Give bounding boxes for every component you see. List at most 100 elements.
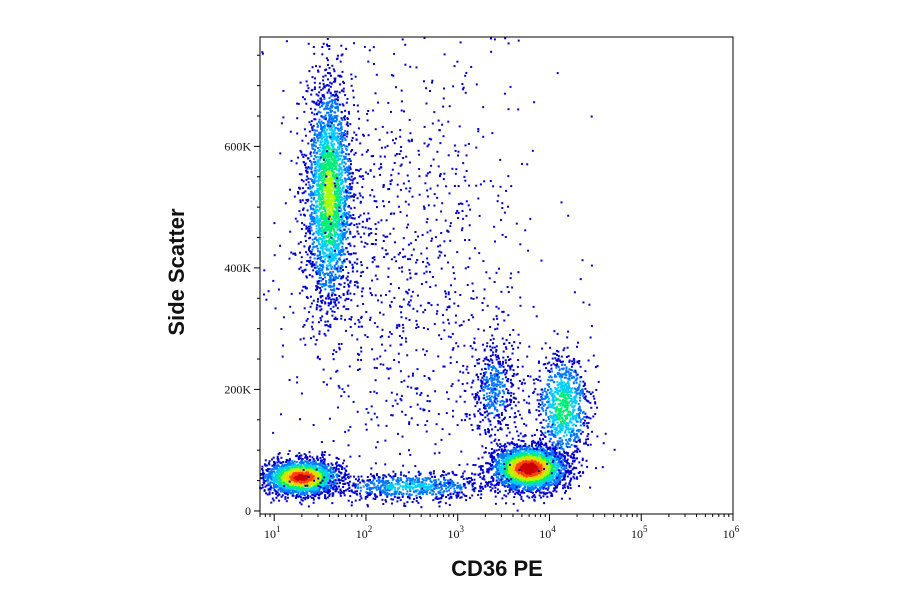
event-dot xyxy=(268,471,271,474)
event-dot xyxy=(349,166,352,169)
event-dot xyxy=(328,281,331,284)
event-dot xyxy=(310,325,313,328)
event-dot xyxy=(273,472,276,475)
event-dot xyxy=(319,480,322,482)
event-dot xyxy=(307,198,310,201)
event-dot xyxy=(334,482,337,485)
event-dot xyxy=(329,193,332,196)
event-dot xyxy=(299,493,302,496)
event-dot xyxy=(333,485,336,488)
event-dot xyxy=(309,205,312,208)
event-dot xyxy=(324,178,326,180)
event-dot xyxy=(322,154,325,157)
event-dot xyxy=(324,248,327,251)
event-dot xyxy=(330,195,333,197)
event-dot xyxy=(327,329,330,332)
event-dot xyxy=(340,166,343,169)
event-dot xyxy=(317,272,320,275)
event-dot xyxy=(333,197,336,200)
event-dot xyxy=(317,188,320,191)
event-dot xyxy=(352,214,355,216)
event-dot xyxy=(317,103,320,106)
event-dot xyxy=(318,200,321,203)
event-dot xyxy=(310,220,313,223)
event-dot xyxy=(317,280,320,283)
event-dot xyxy=(358,175,361,178)
event-dot xyxy=(327,63,329,66)
event-dot xyxy=(322,224,325,227)
event-dot xyxy=(337,146,339,149)
event-dot xyxy=(318,250,321,253)
event-dot xyxy=(302,271,305,274)
event-dot xyxy=(290,159,293,162)
event-dot xyxy=(352,236,355,239)
event-dot xyxy=(326,383,328,386)
event-dot xyxy=(342,482,345,485)
event-dot xyxy=(341,242,344,245)
event-dot xyxy=(324,157,327,160)
event-dot xyxy=(306,209,309,212)
event-dot xyxy=(297,493,300,496)
event-dot xyxy=(323,458,326,461)
event-dot xyxy=(328,132,331,135)
event-dot xyxy=(321,474,324,477)
event-dot xyxy=(326,487,329,490)
event-dot xyxy=(331,213,334,216)
event-dot xyxy=(321,243,324,245)
event-dot xyxy=(325,272,328,275)
event-dot xyxy=(332,180,335,183)
event-dot xyxy=(318,217,321,220)
event-dot xyxy=(314,481,317,484)
event-dot xyxy=(270,477,273,480)
event-dot xyxy=(281,355,284,358)
event-dot xyxy=(327,272,330,275)
event-dot xyxy=(286,496,289,499)
event-dot xyxy=(320,125,322,128)
event-dot xyxy=(332,197,335,200)
event-dot xyxy=(327,188,330,191)
event-dot xyxy=(326,45,329,48)
event-dot xyxy=(327,209,330,212)
event-dot xyxy=(357,110,360,113)
event-dot xyxy=(331,238,334,241)
event-dot xyxy=(344,162,347,165)
event-dot xyxy=(328,66,331,69)
event-dot xyxy=(309,159,312,162)
event-dot xyxy=(341,245,344,248)
event-dot xyxy=(363,232,366,235)
event-dot xyxy=(331,240,334,243)
event-dot xyxy=(311,482,314,485)
event-dot xyxy=(333,264,336,267)
event-dot xyxy=(333,293,336,296)
event-dot xyxy=(347,308,350,311)
event-dot xyxy=(297,476,300,479)
event-dot xyxy=(321,134,323,136)
event-dot xyxy=(330,486,332,489)
event-dot xyxy=(312,484,315,487)
event-dot xyxy=(323,142,326,144)
event-dot xyxy=(312,207,314,210)
event-dot xyxy=(333,136,336,139)
event-dot xyxy=(292,468,295,471)
event-dot xyxy=(315,170,318,173)
event-dot xyxy=(327,201,330,204)
event-dot xyxy=(318,469,321,472)
event-dot xyxy=(313,210,316,213)
event-dot xyxy=(296,117,299,120)
event-dot xyxy=(346,195,349,198)
event-dot xyxy=(317,471,320,474)
event-dot xyxy=(312,181,315,184)
event-dot xyxy=(330,298,333,301)
event-dot xyxy=(323,143,325,146)
event-dot xyxy=(335,179,338,182)
event-dot xyxy=(324,496,326,499)
event-dot xyxy=(268,463,271,466)
event-dot xyxy=(311,129,314,132)
event-dot xyxy=(325,266,328,269)
event-dot xyxy=(261,486,264,489)
event-dot xyxy=(346,130,349,133)
event-dot xyxy=(293,465,296,468)
event-dot xyxy=(326,310,329,313)
event-dot xyxy=(295,490,298,493)
event-dot xyxy=(321,116,324,119)
